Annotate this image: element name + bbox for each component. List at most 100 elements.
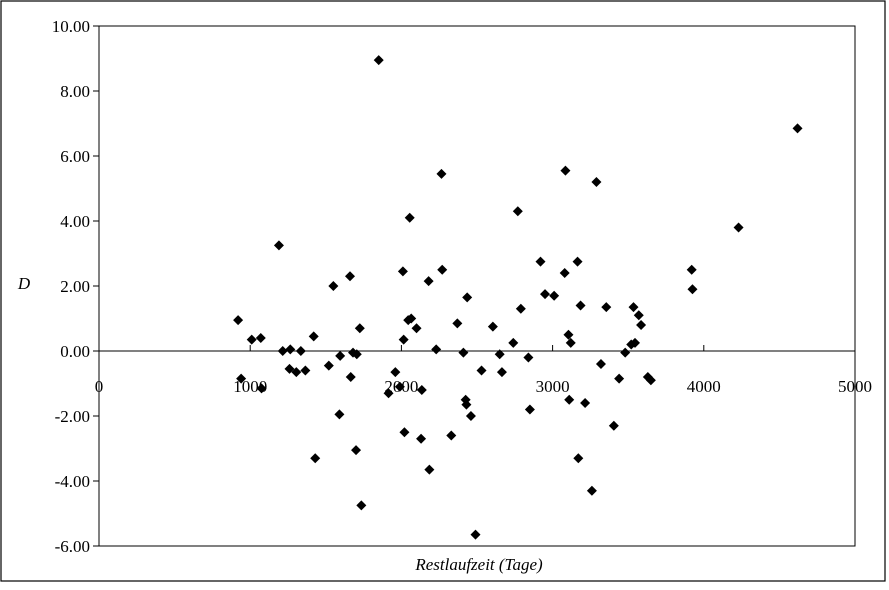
data-point: [233, 315, 244, 326]
data-point: [512, 206, 523, 217]
data-point: [399, 427, 410, 438]
data-points: [233, 55, 803, 540]
data-point: [601, 302, 612, 313]
data-point: [277, 346, 288, 356]
data-point: [437, 264, 448, 275]
data-point: [284, 363, 295, 374]
data-point: [470, 529, 481, 540]
data-point: [273, 240, 284, 251]
data-point: [620, 347, 631, 358]
data-point: [351, 445, 362, 456]
data-point: [351, 349, 362, 360]
data-point: [461, 399, 472, 410]
data-point: [614, 373, 625, 384]
data-point: [573, 453, 584, 464]
data-point: [575, 300, 586, 311]
y-tick-label: 8.00: [60, 82, 90, 101]
data-point: [446, 430, 457, 441]
data-point: [236, 373, 247, 384]
data-point: [508, 337, 519, 348]
data-point: [564, 394, 575, 405]
data-point: [334, 409, 345, 420]
data-point: [476, 365, 487, 376]
data-point: [335, 350, 346, 361]
data-point: [416, 433, 427, 444]
data-point: [462, 292, 473, 303]
data-point: [572, 256, 583, 267]
data-point: [636, 320, 647, 330]
data-point: [452, 318, 463, 329]
data-point: [560, 165, 571, 176]
data-point: [291, 367, 302, 378]
y-tick-label: -6.00: [55, 537, 90, 556]
data-point: [549, 290, 560, 301]
data-point: [630, 337, 641, 348]
x-axis-label: Restlaufzeit (Tage): [414, 555, 543, 574]
data-point: [645, 375, 656, 386]
data-point: [792, 123, 803, 134]
data-point: [487, 321, 498, 332]
data-point: [404, 212, 415, 223]
data-point: [524, 404, 535, 415]
data-point: [424, 464, 435, 475]
data-point: [394, 381, 405, 392]
data-point: [246, 334, 257, 345]
data-point: [431, 344, 442, 355]
data-point: [300, 365, 311, 376]
y-tick-label: -2.00: [55, 407, 90, 426]
data-point: [295, 346, 306, 356]
data-point: [686, 264, 697, 275]
data-point: [591, 177, 602, 187]
y-tick-label: 6.00: [60, 147, 90, 166]
data-point: [540, 289, 551, 300]
data-point: [256, 383, 267, 394]
y-tick-label: 4.00: [60, 212, 90, 231]
data-point: [356, 500, 367, 511]
data-point: [628, 302, 639, 313]
data-point: [255, 333, 266, 343]
data-point: [398, 334, 409, 345]
data-point: [436, 168, 447, 179]
data-point: [383, 388, 394, 399]
data-point: [323, 360, 334, 371]
data-point: [465, 411, 476, 421]
data-point: [308, 331, 319, 342]
y-tick-label: 0.00: [60, 342, 90, 361]
y-tick-label: 2.00: [60, 277, 90, 296]
data-point: [733, 222, 744, 233]
data-point: [344, 271, 355, 282]
y-tick-label: -4.00: [55, 472, 90, 491]
data-point: [586, 485, 597, 496]
data-point: [458, 347, 469, 358]
x-axis: 010002000300040005000: [95, 345, 872, 396]
data-point: [535, 256, 546, 267]
data-point: [633, 310, 644, 321]
data-point: [310, 453, 321, 464]
data-point: [373, 55, 384, 66]
y-tick-label: 10.00: [52, 17, 90, 36]
data-point: [423, 276, 434, 287]
data-point: [345, 372, 356, 382]
data-point: [416, 385, 427, 395]
x-tick-label: 3000: [536, 377, 570, 396]
x-tick-label: 4000: [687, 377, 721, 396]
data-point: [397, 266, 408, 277]
y-axis-label: D: [17, 274, 31, 293]
data-point: [406, 313, 417, 324]
data-point: [496, 367, 507, 378]
x-tick-label: 0: [95, 377, 104, 396]
data-point: [580, 398, 591, 408]
x-tick-label: 5000: [838, 377, 872, 396]
data-point: [390, 367, 401, 378]
data-point: [595, 359, 606, 369]
data-point: [565, 337, 576, 348]
y-axis: -6.00 -4.00 -2.00 0.00 2.00 4.00 6.00 8.00 10.00: [52, 17, 99, 556]
data-point: [411, 323, 422, 334]
data-point: [354, 323, 365, 334]
data-point: [687, 284, 698, 295]
data-point: [563, 329, 574, 340]
data-point: [523, 352, 534, 363]
data-point: [328, 281, 339, 291]
